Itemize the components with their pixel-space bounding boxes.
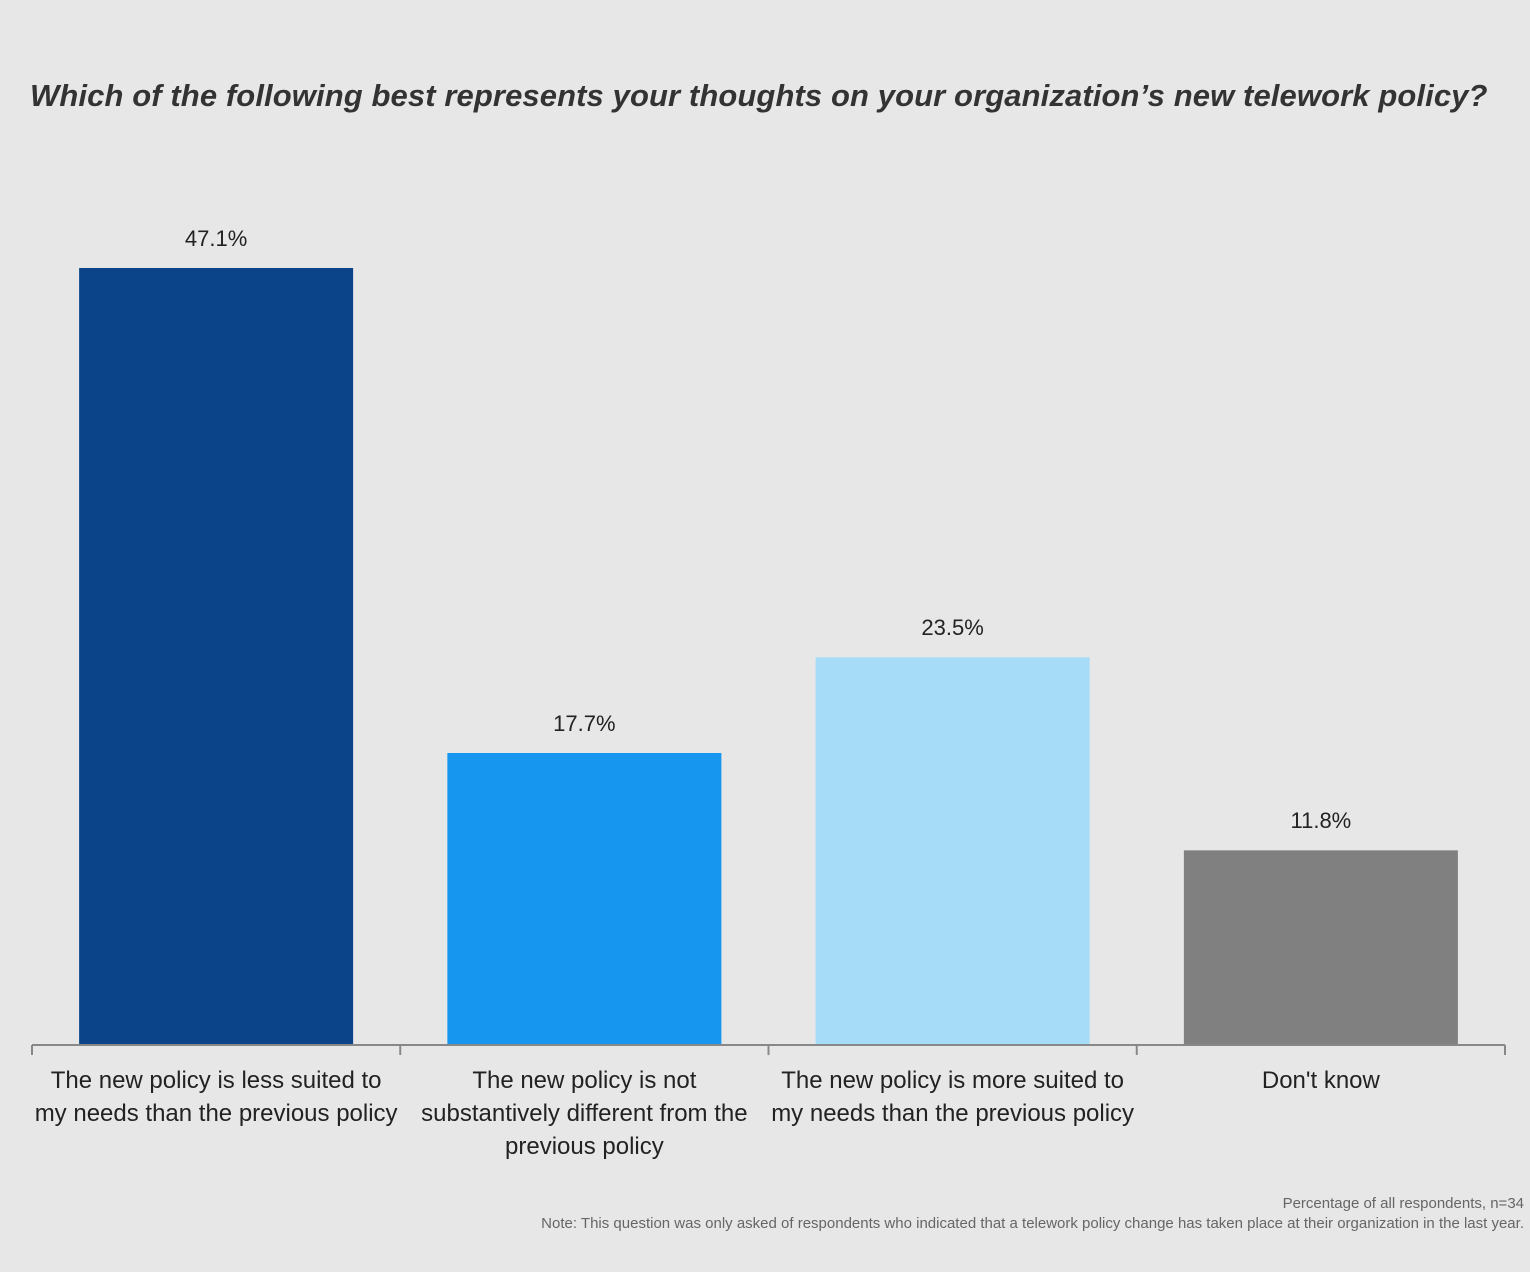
value-label: 11.8% — [1290, 808, 1352, 834]
chart-title: Which of the following best represents y… — [30, 78, 1488, 113]
bar — [1183, 850, 1458, 1045]
footnote: Note: This question was only asked of re… — [541, 1215, 1524, 1232]
category-label: The new policy is more suited to my need… — [771, 1067, 1135, 1127]
bar — [79, 268, 354, 1045]
category-label: Don't know — [1261, 1067, 1380, 1094]
category-label: The new policy is not substantively diff… — [421, 1067, 748, 1160]
value-label: 17.7% — [553, 711, 616, 736]
bar — [815, 657, 1090, 1045]
category-label: The new policy is less suited to my need… — [34, 1067, 398, 1127]
base-note: Percentage of all respondents, n=34 — [1282, 1195, 1524, 1212]
value-label: 47.1% — [184, 226, 248, 251]
bar — [447, 753, 722, 1045]
value-label: 23.5% — [921, 615, 984, 641]
